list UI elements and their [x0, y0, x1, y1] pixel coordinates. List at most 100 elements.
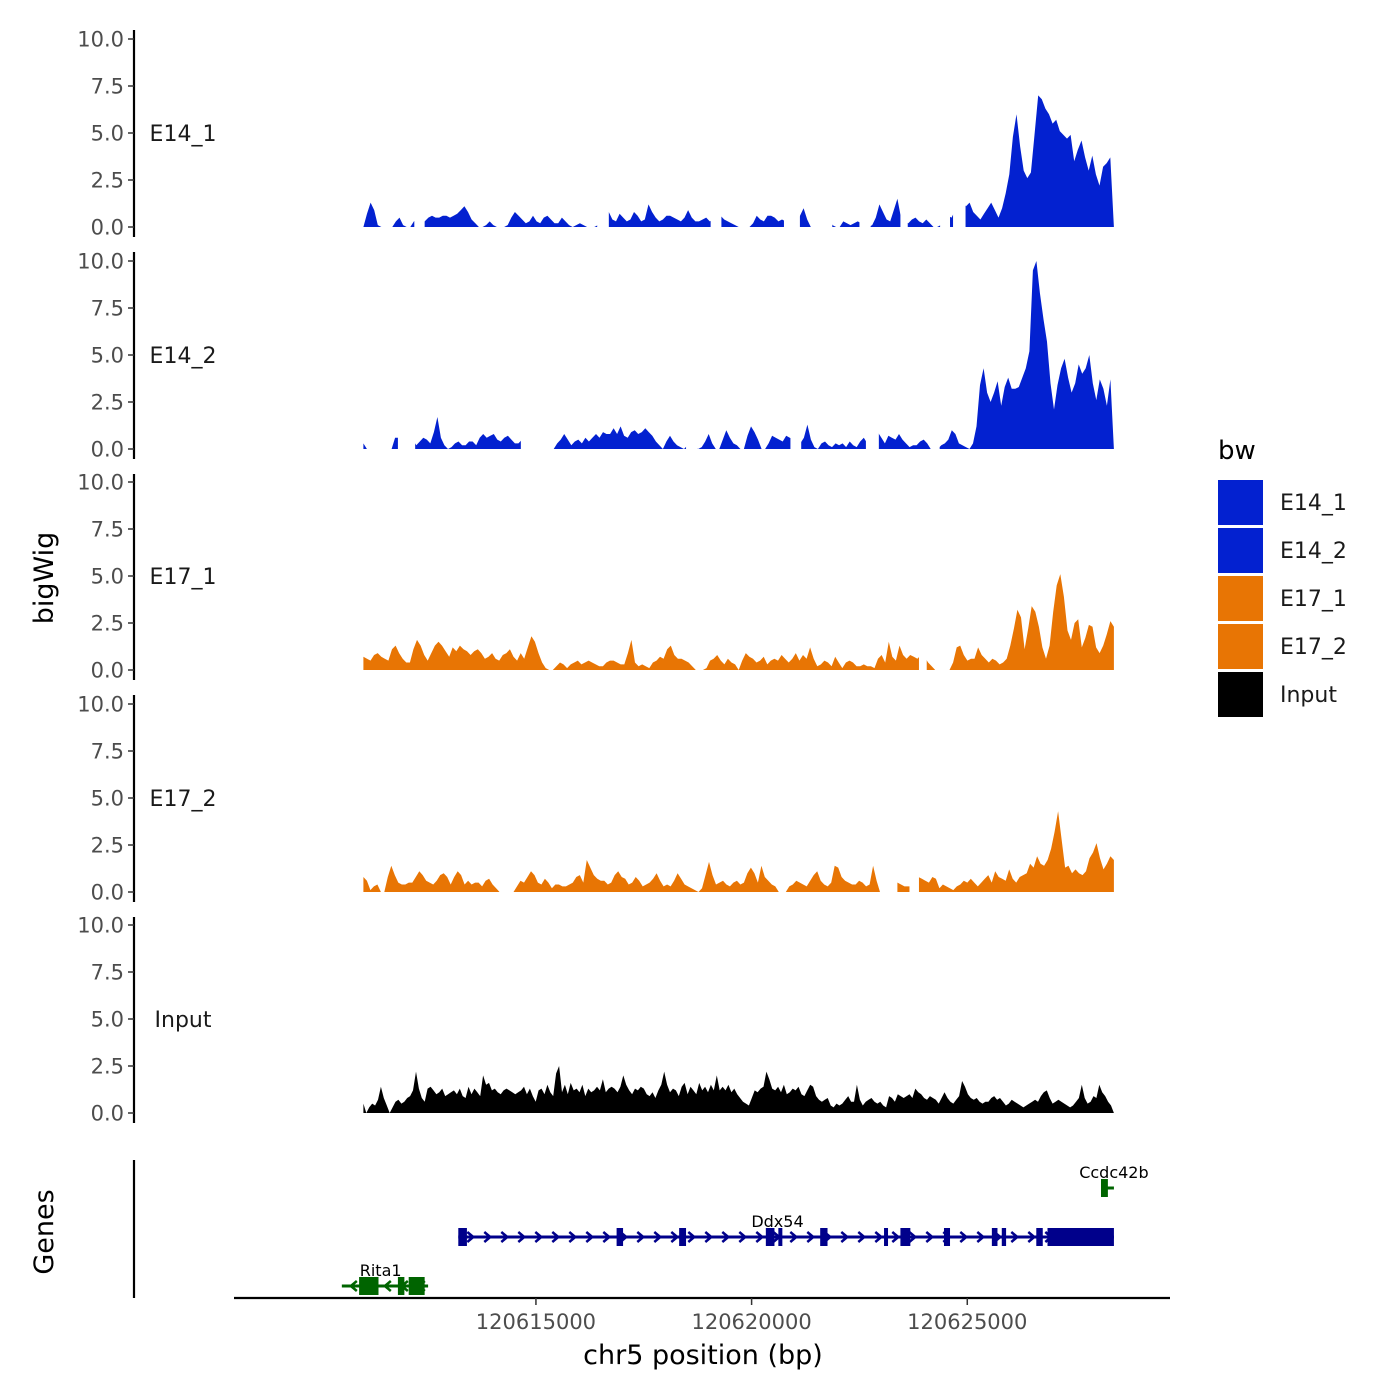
gene-exon	[1036, 1228, 1043, 1246]
gene-exon	[1001, 1228, 1007, 1246]
strand-arrow	[500, 1231, 510, 1243]
x-tick-label: 120620000	[691, 1310, 811, 1334]
y-tick-label: 0.0	[91, 216, 124, 240]
signal-gap	[953, 30, 966, 229]
legend-title: bw	[1218, 436, 1256, 466]
track-label-E14_1: E14_1	[150, 122, 217, 147]
gene-label-Ddx54: Ddx54	[751, 1212, 803, 1231]
signal-tracks: 0.0 2.5 5.0 7.5 10.0 E14_1 0.0 2.5 5.0 7.5 10.0 E14…	[77, 28, 1114, 1126]
legend: bw E14_1 E14_2 E17_1 E17_2 Input	[1218, 436, 1347, 717]
signal-gap	[783, 30, 800, 229]
gene-Rita1: Rita1	[341, 1261, 429, 1295]
signal-gap	[918, 474, 927, 672]
gene-exon	[943, 1228, 951, 1246]
strand-arrow	[959, 1231, 969, 1243]
y-tick-label: 10.0	[77, 28, 124, 52]
signal-gap	[909, 695, 919, 894]
y-tick-label: 10.0	[77, 471, 124, 495]
signal-gap	[900, 30, 908, 229]
signal-gap	[859, 30, 871, 229]
y-tick-label: 5.0	[91, 787, 124, 811]
strand-arrow	[857, 1231, 867, 1243]
signal-area-E14_1	[363, 95, 1114, 228]
gene-exon	[1100, 1179, 1108, 1197]
strand-arrow	[806, 1231, 816, 1243]
signal-gap	[932, 252, 940, 451]
gene-exon	[900, 1228, 911, 1246]
gene-exon	[820, 1228, 828, 1246]
signal-gap	[520, 252, 543, 451]
y-tick-label: 7.5	[91, 961, 124, 985]
y-tick-label: 0.0	[91, 438, 124, 462]
x-tick-label: 120615000	[476, 1310, 596, 1334]
gene-label-Rita1: Rita1	[360, 1261, 402, 1280]
gene-exon	[616, 1228, 624, 1246]
y-tick-label: 5.0	[91, 1008, 124, 1032]
signal-gap	[790, 252, 802, 451]
x-tick-label: 120625000	[907, 1310, 1027, 1334]
strand-arrow	[602, 1231, 612, 1243]
signal-gap	[865, 252, 879, 451]
signal-gap	[686, 252, 698, 451]
legend-label: E14_2	[1280, 539, 1347, 564]
strand-arrow	[551, 1231, 561, 1243]
gene-exon	[458, 1228, 467, 1246]
signal-gap	[414, 30, 425, 229]
strand-arrow	[1010, 1231, 1020, 1243]
gene-exon	[397, 1277, 405, 1295]
legend-item-E14_1: E14_1	[1218, 480, 1347, 525]
strand-arrow	[738, 1231, 748, 1243]
strand-arrow	[1027, 1231, 1037, 1243]
y-tick-label: 10.0	[77, 914, 124, 938]
gene-label-Ccdc42b: Ccdc42b	[1079, 1163, 1148, 1182]
signal-gap	[710, 30, 722, 229]
gene-exon	[408, 1277, 425, 1295]
signal-gap	[597, 30, 609, 229]
strand-arrow	[874, 1231, 884, 1243]
y-tick-label: 0.0	[91, 881, 124, 905]
strand-arrow	[568, 1231, 578, 1243]
genes-axis-title: Genes	[29, 1189, 60, 1274]
gene-exon	[778, 1228, 783, 1246]
y-tick-label: 5.0	[91, 565, 124, 589]
legend-item-E17_1: E17_1	[1218, 576, 1347, 621]
gene-exon	[1047, 1228, 1114, 1246]
strand-arrow	[653, 1231, 663, 1243]
y-tick-label: 10.0	[77, 693, 124, 717]
y-tick-label: 5.0	[91, 122, 124, 146]
y-tick-label: 2.5	[91, 834, 124, 858]
y-tick-label: 0.0	[91, 659, 124, 683]
gene-Ddx54: Ddx54	[458, 1212, 1114, 1246]
signal-area-E17_1	[363, 574, 1114, 670]
track-label-E14_2: E14_2	[150, 344, 217, 369]
strand-arrow	[382, 1280, 392, 1292]
y-tick-label: 7.5	[91, 75, 124, 99]
signal-gap	[397, 252, 416, 451]
gene-exon	[679, 1228, 687, 1246]
track-Input: 0.0 2.5 5.0 7.5 10.0 Input	[77, 914, 1114, 1126]
strand-arrow	[891, 1231, 901, 1243]
y-tick-label: 5.0	[91, 344, 124, 368]
track-label-Input: Input	[155, 1008, 212, 1033]
strand-arrow	[721, 1231, 731, 1243]
gene-exon	[884, 1228, 889, 1246]
strand-arrow	[687, 1231, 697, 1243]
legend-swatch	[1218, 480, 1263, 525]
y-tick-label: 0.0	[91, 1102, 124, 1126]
x-axis-title: chr5 position (bp)	[583, 1340, 823, 1371]
strand-arrow	[483, 1231, 493, 1243]
signal-area-E17_2	[363, 811, 1114, 892]
y-tick-label: 10.0	[77, 250, 124, 274]
track-label-E17_1: E17_1	[150, 565, 217, 590]
strand-arrow	[348, 1280, 358, 1292]
strand-arrow	[534, 1231, 544, 1243]
legend-swatch	[1218, 624, 1263, 669]
y-tick-label: 2.5	[91, 1055, 124, 1079]
track-E14_2: 0.0 2.5 5.0 7.5 10.0 E14_2	[77, 250, 1114, 462]
y-tick-label: 2.5	[91, 169, 124, 193]
strand-arrow	[670, 1231, 680, 1243]
legend-swatch	[1218, 576, 1263, 621]
signal-area-E14_2	[363, 261, 1114, 449]
strand-arrow	[755, 1231, 765, 1243]
